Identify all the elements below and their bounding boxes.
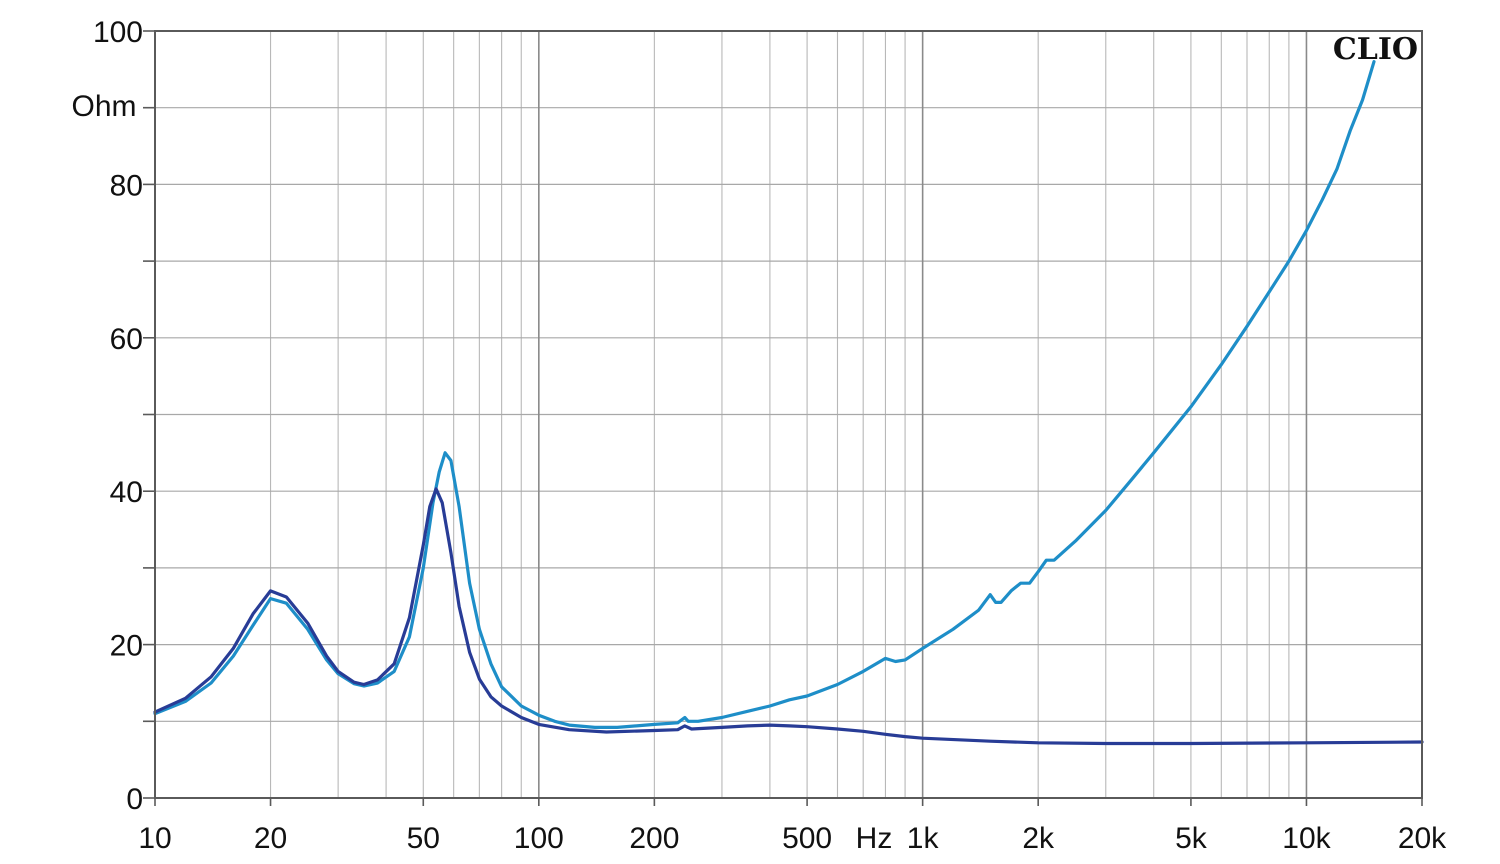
clio-brand-logo: CLIO [1333,32,1418,67]
y-tick-label: 80 [110,169,143,202]
y-tick-label: 20 [110,630,143,663]
x-tick-label: 20k [1398,822,1447,855]
y-tick-labels: 0 20 40 60 80 100 [93,16,143,816]
x-tick-label: 50 [407,822,440,855]
x-tick-label: 200 [629,822,679,855]
y-tick-label: 60 [110,323,143,356]
plot-frame [154,30,1423,799]
x-tick-label: 2k [1022,822,1055,855]
x-tick-label: 500 [782,822,832,855]
x-tick-label: 10k [1282,822,1331,855]
impedance-curve-2 [153,487,1424,746]
major-grid [143,30,1423,806]
y-axis-unit-label: Ohm [71,90,136,123]
minor-grid [155,30,1423,799]
y-tick-label: 0 [126,783,143,816]
x-tick-label: 20 [254,822,287,855]
impedance-curve-1 [153,60,1376,729]
x-axis-unit-label: Hz [856,822,893,855]
x-tick-label: 5k [1175,822,1208,855]
series-layer [153,60,1424,746]
y-tick-label: 40 [110,476,143,509]
x-tick-labels: 10 20 50 100 200 500 1k 2k 5k 10k 20k [138,822,1447,855]
x-tick-label: 10 [138,822,171,855]
x-tick-label: 1k [907,822,940,855]
x-tick-label: 100 [514,822,564,855]
y-tick-label: 100 [93,16,143,49]
